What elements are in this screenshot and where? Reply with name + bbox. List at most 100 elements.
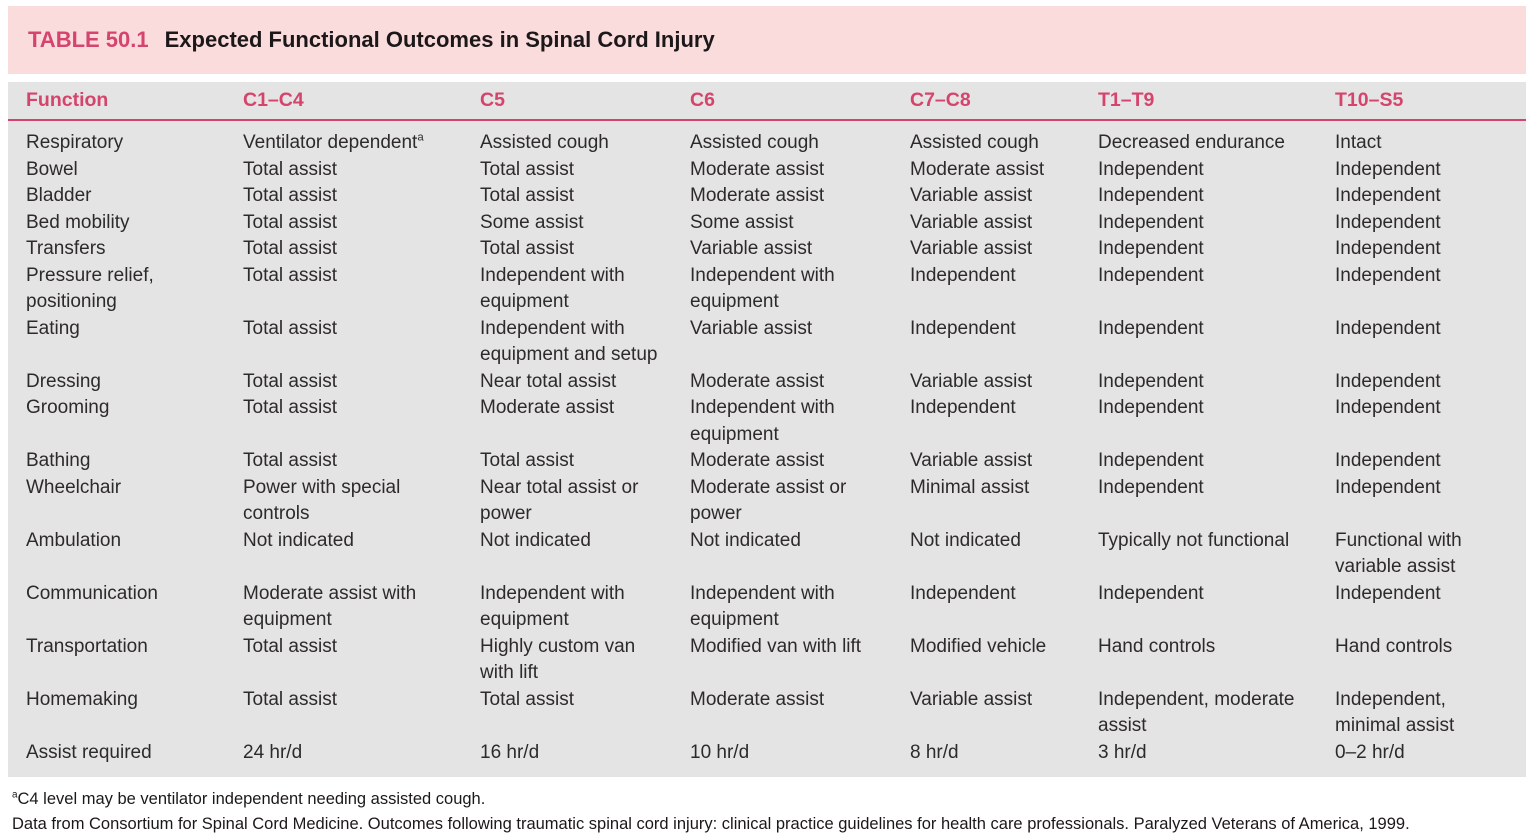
row-label: Grooming xyxy=(26,397,110,418)
column-header: C6 xyxy=(690,82,910,121)
table-cell: 24 hr/d xyxy=(243,741,303,763)
row-label: Transportation xyxy=(26,635,148,657)
table-cell: Total assist xyxy=(480,185,574,206)
table-cell: Hand controls xyxy=(1098,635,1216,657)
row-label: Homemaking xyxy=(26,688,138,710)
table-header-row: Function C1–C4 C5 C6 C7–C8 T1–T9 T10–S5 xyxy=(8,82,1526,121)
table-row: Transfers Total assist Total assist Variabl… xyxy=(8,236,1526,263)
row-label: Ambulation xyxy=(26,529,122,551)
table-cell: Independent xyxy=(1335,450,1441,471)
row-label: Bladder xyxy=(26,185,92,206)
footnotes: aC4 level may be ventilator independent … xyxy=(12,787,1526,837)
table-cell: Independent xyxy=(910,317,1016,339)
table-cell: Total assist xyxy=(480,450,574,471)
table-cell: Near total assist or power xyxy=(480,476,639,525)
table-cell: 8 hr/d xyxy=(910,741,959,763)
column-header: C7–C8 xyxy=(910,82,1098,121)
table-cell: Highly custom van with lift xyxy=(480,635,636,684)
column-header: T1–T9 xyxy=(1098,82,1335,121)
table-cell: Not indicated xyxy=(243,529,354,551)
table-row: Bathing Total assist Total assist Moderate … xyxy=(8,448,1526,475)
table-cell: Independent xyxy=(1098,317,1204,339)
table-cell: Independent xyxy=(1335,158,1441,180)
table-cell: Moderate assist xyxy=(480,397,615,418)
footnote-a: aC4 level may be ventilator independent … xyxy=(12,789,486,808)
table-cell: Independent xyxy=(1335,476,1441,498)
column-header: C5 xyxy=(480,82,690,121)
table-cell: Assisted cough xyxy=(690,132,819,153)
table-cell: Typically not functional xyxy=(1098,529,1290,551)
table-row: Homemaking Total assist Total assist Modera… xyxy=(8,687,1526,740)
table-cell: Independent xyxy=(1335,238,1441,259)
table-cell: Assisted cough xyxy=(480,132,609,153)
table-cell: Total assist xyxy=(243,158,337,180)
table-cell: Moderate assist xyxy=(690,688,825,710)
table-title: Expected Functional Outcomes in Spinal C… xyxy=(164,27,715,52)
table-cell: 3 hr/d xyxy=(1098,741,1147,763)
row-label: Bathing xyxy=(26,450,91,471)
table-row: Dressing Total assist Near total assist Mod… xyxy=(8,369,1526,396)
table-cell: Independent with equipment xyxy=(690,264,835,313)
table-cell: Total assist xyxy=(243,185,337,206)
table-cell: Independent with equipment xyxy=(690,397,835,445)
row-label: Dressing xyxy=(26,370,101,392)
table-cell: Variable assist xyxy=(690,238,813,259)
table-cell: Ventilator dependenta xyxy=(243,131,424,153)
table-cell: Independent with equipment xyxy=(480,582,625,631)
table-cell: Total assist xyxy=(243,450,337,471)
table-cell: Modified van with lift xyxy=(690,635,862,657)
table-cell: Independent xyxy=(1098,211,1204,233)
column-header: Function xyxy=(8,82,243,121)
table-cell: Independent xyxy=(1098,238,1204,259)
row-label: Pressure relief, positioning xyxy=(26,264,154,313)
table-cell: Total assist xyxy=(243,264,337,286)
row-label: Bed mobility xyxy=(26,211,130,233)
table-cell: Variable assist xyxy=(910,238,1033,259)
table-cell: 10 hr/d xyxy=(690,741,750,763)
table-cell: Total assist xyxy=(243,370,337,392)
table-cell: Some assist xyxy=(480,211,584,233)
table-cell: Variable assist xyxy=(910,450,1033,471)
table-cell: Functional with variable assist xyxy=(1335,529,1462,578)
table-cell: Independent xyxy=(910,397,1016,418)
table-cell: Total assist xyxy=(243,397,337,418)
footnote-source: Data from Consortium for Spinal Cord Med… xyxy=(12,815,1410,833)
row-label: Transfers xyxy=(26,238,106,259)
table-cell: Independent, minimal assist xyxy=(1335,688,1455,737)
row-label: Communication xyxy=(26,582,158,604)
table-cell: Independent xyxy=(910,582,1016,604)
table-cell: Independent with equipment xyxy=(480,264,625,313)
table-cell: Total assist xyxy=(480,158,574,180)
table-cell: Total assist xyxy=(243,635,337,657)
table-row: Wheelchair Power with special controls Nea… xyxy=(8,475,1526,528)
table-cell: Independent xyxy=(1335,582,1441,604)
outcomes-table: Function C1–C4 C5 C6 C7–C8 T1–T9 T10–S5 Respir… xyxy=(8,82,1526,766)
table-cell: Not indicated xyxy=(910,529,1021,551)
table-cell: Independent xyxy=(1098,185,1204,206)
table-cell: Independent xyxy=(1098,582,1204,604)
table-cell: Total assist xyxy=(243,238,337,259)
table-cell: Moderate assist with equipment xyxy=(243,582,417,631)
row-label: Respiratory xyxy=(26,132,124,153)
table-cell: 0–2 hr/d xyxy=(1335,741,1405,763)
table-cell: Not indicated xyxy=(480,529,591,551)
table-cell: Variable assist xyxy=(910,185,1033,206)
table-body: Respiratory Ventilator dependenta Assisted… xyxy=(8,120,1526,766)
table-cell: Independent xyxy=(1098,450,1204,471)
table-cell: Minimal assist xyxy=(910,476,1030,498)
table-cell: Independent xyxy=(1335,397,1441,418)
table-cell: Modified vehicle xyxy=(910,635,1047,657)
table-cell: Total assist xyxy=(243,688,337,710)
table-cell: Independent xyxy=(1335,317,1441,339)
table-cell: Some assist xyxy=(690,211,794,233)
table-row: Communication Moderate assist with equipm… xyxy=(8,581,1526,634)
table-cell: Not indicated xyxy=(690,529,801,551)
table-cell: Independent xyxy=(1098,370,1204,392)
table-row: Bowel Total assist Total assist Moderate as… xyxy=(8,157,1526,184)
table-cell: Independent xyxy=(1335,370,1441,392)
table-cell: Near total assist xyxy=(480,370,617,392)
table-cell: Assisted cough xyxy=(910,132,1039,153)
table-cell: Independent xyxy=(1098,476,1204,498)
table-cell: Hand controls xyxy=(1335,635,1453,657)
